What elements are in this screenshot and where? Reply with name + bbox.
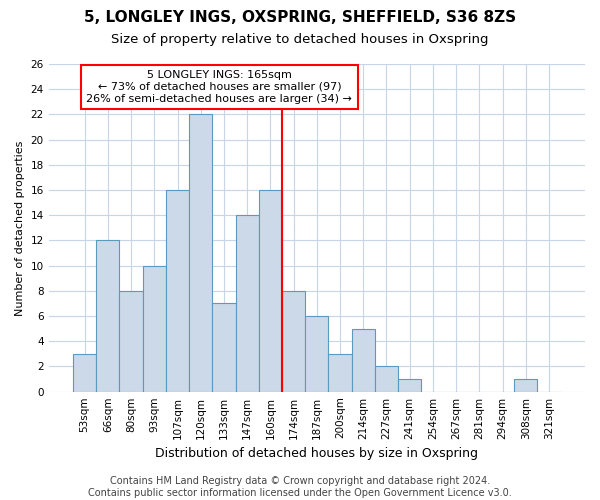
Bar xyxy=(236,215,259,392)
Bar xyxy=(259,190,282,392)
Bar xyxy=(398,379,421,392)
Bar xyxy=(514,379,538,392)
Text: 5 LONGLEY INGS: 165sqm
← 73% of detached houses are smaller (97)
26% of semi-det: 5 LONGLEY INGS: 165sqm ← 73% of detached… xyxy=(86,70,352,104)
Y-axis label: Number of detached properties: Number of detached properties xyxy=(15,140,25,316)
Bar xyxy=(96,240,119,392)
Text: Size of property relative to detached houses in Oxspring: Size of property relative to detached ho… xyxy=(111,32,489,46)
Bar xyxy=(375,366,398,392)
Text: Contains HM Land Registry data © Crown copyright and database right 2024.
Contai: Contains HM Land Registry data © Crown c… xyxy=(88,476,512,498)
Bar xyxy=(73,354,96,392)
Bar xyxy=(282,291,305,392)
Bar xyxy=(189,114,212,392)
X-axis label: Distribution of detached houses by size in Oxspring: Distribution of detached houses by size … xyxy=(155,447,478,460)
Bar xyxy=(305,316,328,392)
Bar xyxy=(328,354,352,392)
Bar xyxy=(166,190,189,392)
Text: 5, LONGLEY INGS, OXSPRING, SHEFFIELD, S36 8ZS: 5, LONGLEY INGS, OXSPRING, SHEFFIELD, S3… xyxy=(84,10,516,25)
Bar xyxy=(352,328,375,392)
Bar xyxy=(143,266,166,392)
Bar xyxy=(119,291,143,392)
Bar xyxy=(212,304,236,392)
